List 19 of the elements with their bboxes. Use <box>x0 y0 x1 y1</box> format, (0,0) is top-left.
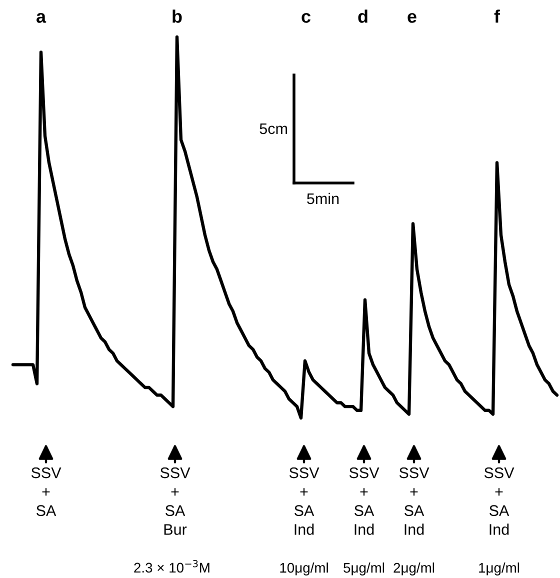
text: SSV + SA Bur <box>160 467 190 535</box>
text: a <box>36 12 46 23</box>
text: d <box>358 10 368 23</box>
text: f <box>494 10 500 23</box>
text: SSV + SA Ind <box>399 467 430 535</box>
text: SSV + SA Ind <box>484 467 514 535</box>
annotation: 5cm <box>260 123 287 134</box>
text: 2μg/ml <box>394 562 434 576</box>
text: c <box>302 12 310 23</box>
text: 2.3 × 10$^{−3}$M <box>134 560 210 573</box>
text: 10μg/ml <box>280 562 328 576</box>
text: SSV + SA <box>31 467 62 516</box>
annotation: 5min <box>307 192 339 204</box>
text: b <box>172 10 182 23</box>
text: e <box>408 12 416 23</box>
text: 5μg/ml <box>344 562 384 576</box>
text: SSV + SA Ind <box>289 467 320 535</box>
text: 1μg/ml <box>479 562 520 576</box>
text: SSV + SA Ind <box>349 467 380 535</box>
